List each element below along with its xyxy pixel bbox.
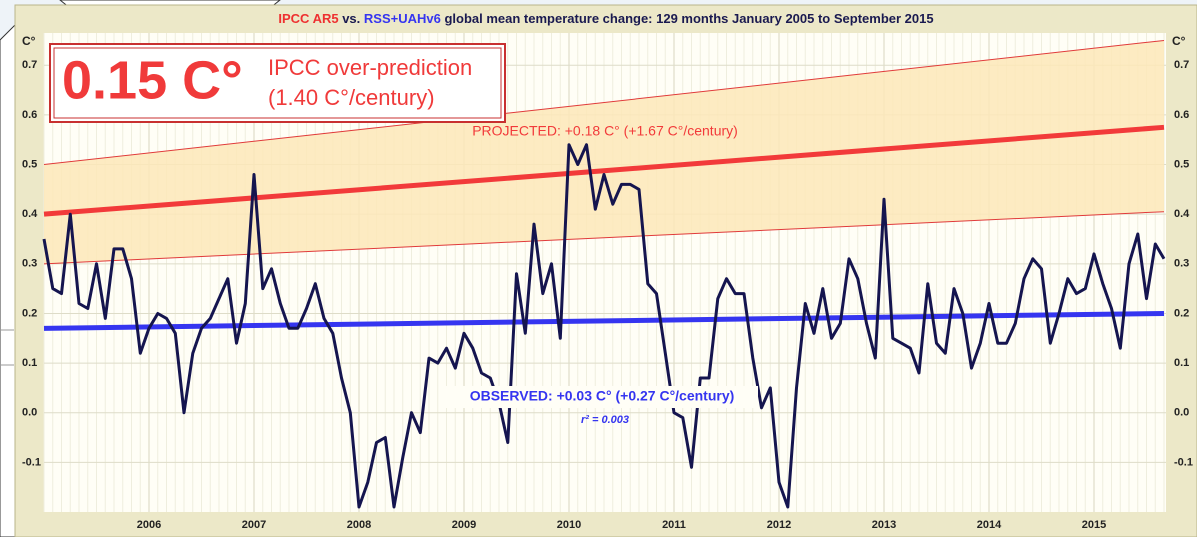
headline-border [53, 47, 502, 119]
y2-tick-label: 0.6 [1174, 109, 1189, 121]
r2-label: r² = 0.003 [581, 414, 629, 426]
x-tick-label: 2011 [662, 519, 686, 531]
y-tick-label: 0.0 [22, 407, 37, 419]
y2-tick-label: 0.3 [1174, 258, 1189, 270]
observed-label: OBSERVED: +0.03 C° (+0.27 C°/century) [470, 388, 735, 404]
y2-tick-label: -0.1 [1174, 456, 1193, 468]
y2-tick-label: 0.0 [1174, 407, 1189, 419]
x-tick-label: 2014 [977, 519, 1002, 531]
title-part: vs. [339, 11, 364, 26]
y2-axis-label: C° [1172, 34, 1186, 48]
title-part: global mean temperature change: 129 mont… [441, 11, 934, 26]
headline-line: (1.40 C°/century) [268, 85, 435, 110]
y2-tick-label: 0.2 [1174, 307, 1189, 319]
y-tick-label: 0.4 [22, 208, 38, 220]
y-tick-label: 0.6 [22, 109, 37, 121]
chart-title: IPCC AR5 vs. RSS+UAHv6 global mean tempe… [278, 11, 933, 26]
y2-tick-label: 0.1 [1174, 357, 1189, 369]
x-tick-label: 2006 [137, 519, 161, 531]
x-tick-label: 2013 [872, 519, 896, 531]
title-part: IPCC AR5 [278, 11, 338, 26]
projected-label: PROJECTED: +0.18 C° (+1.67 C°/century) [472, 123, 738, 139]
y-tick-label: -0.1 [22, 456, 41, 468]
y2-tick-label: 0.4 [1174, 208, 1190, 220]
x-tick-label: 2007 [242, 519, 266, 531]
y-tick-label: 0.3 [22, 258, 37, 270]
x-tick-label: 2010 [557, 519, 581, 531]
label-bg [446, 386, 758, 408]
trend-line [43, 310, 1165, 331]
y2-tick-label: 0.7 [1174, 59, 1189, 71]
headline-border [49, 43, 506, 123]
data-line [42, 143, 1166, 509]
band-edge [43, 211, 1165, 265]
x-tick-label: 2009 [452, 519, 476, 531]
y-tick-label: 0.7 [22, 59, 37, 71]
x-tick-label: 2015 [1082, 519, 1106, 531]
y-tick-label: 0.2 [22, 307, 37, 319]
headline-line: IPCC over-prediction [268, 55, 472, 80]
headline-box: 0.15 C° IPCC over-prediction (1.40 C°/ce… [49, 43, 506, 123]
trend-line [43, 124, 1165, 217]
y-axis-label: C° [22, 34, 36, 48]
y2-tick-label: 0.5 [1174, 158, 1189, 170]
y-tick-label: 0.5 [22, 158, 37, 170]
headline-value: 0.15 C° [62, 50, 243, 110]
x-tick-label: 2008 [347, 519, 371, 531]
x-tick-label: 2012 [767, 519, 791, 531]
title-part: RSS+UAHv6 [364, 11, 441, 26]
y-tick-label: 0.1 [22, 357, 37, 369]
band-edge [43, 39, 1165, 166]
